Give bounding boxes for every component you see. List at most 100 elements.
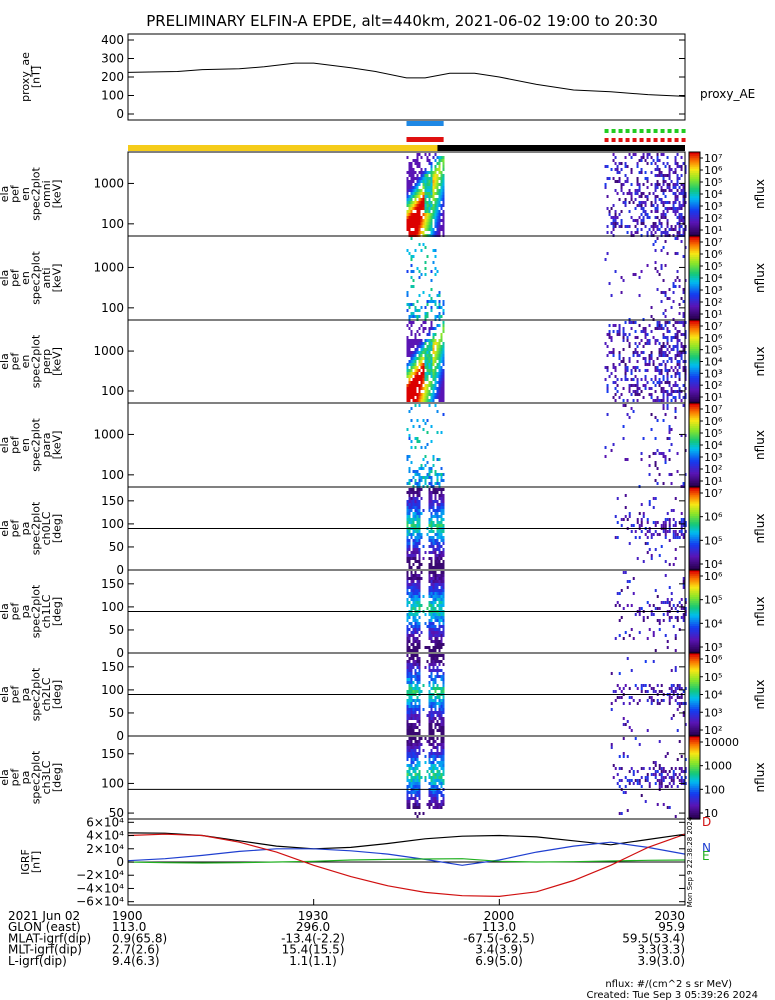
spec-cell xyxy=(634,198,637,201)
colorbar-cell xyxy=(689,164,700,168)
spec-cell xyxy=(654,183,657,186)
spec-cell xyxy=(430,482,433,485)
spec-cell xyxy=(660,225,663,228)
spec-cell xyxy=(656,324,659,327)
spec-cell xyxy=(672,384,675,387)
spec-cell xyxy=(618,333,621,336)
spec-cell xyxy=(666,222,669,225)
spec-cell xyxy=(632,219,635,222)
spec-cell xyxy=(658,764,661,767)
spec-cell xyxy=(406,794,409,797)
spec-cell xyxy=(438,306,441,309)
spec-cell xyxy=(422,419,425,422)
spec-cell xyxy=(414,228,417,231)
spec-cell xyxy=(412,785,415,788)
spec-cell xyxy=(656,204,659,207)
spec-cell xyxy=(428,360,431,363)
colorbar-cell xyxy=(689,679,700,683)
spec-cell xyxy=(416,506,419,509)
colorbar-cell xyxy=(689,526,700,530)
spec-cell xyxy=(424,210,427,213)
spec-cell xyxy=(676,363,679,366)
spec-cell xyxy=(614,690,617,693)
spec-cell xyxy=(680,755,683,758)
spec-cell xyxy=(426,770,429,773)
spec-cell xyxy=(682,321,685,324)
spec-cell xyxy=(424,399,427,402)
colorbar-cell xyxy=(689,265,700,269)
spec-cell xyxy=(604,183,607,186)
colorbar-tick-label: 10⁶ xyxy=(704,415,723,428)
spec-cell xyxy=(652,497,655,500)
spec-cell xyxy=(670,348,673,351)
spec-cell xyxy=(412,643,415,646)
spec-cell xyxy=(666,407,669,410)
spec-cell xyxy=(654,261,657,264)
spec-cell xyxy=(616,592,619,595)
spec-cell xyxy=(652,533,655,536)
spec-cell xyxy=(656,168,659,171)
spec-cell xyxy=(440,306,443,309)
spec-cell xyxy=(420,342,423,345)
spec-cell xyxy=(438,583,441,586)
spec-cell xyxy=(630,384,633,387)
spec-cell xyxy=(634,207,637,210)
spec-cell xyxy=(410,622,413,625)
spec-cell xyxy=(666,613,669,616)
spec-cell xyxy=(436,482,439,485)
spec-cell xyxy=(640,607,643,610)
spec-cell xyxy=(410,303,413,306)
spec-cell xyxy=(416,643,419,646)
spec-cell xyxy=(658,628,661,631)
colorbar-cell xyxy=(689,750,700,754)
spec-cell xyxy=(416,231,419,234)
spec-cell xyxy=(406,571,409,574)
spec-cell xyxy=(408,583,411,586)
spec-cell xyxy=(628,210,631,213)
spec-cell xyxy=(414,551,417,554)
spec-cell xyxy=(654,342,657,345)
spec-cell xyxy=(412,174,415,177)
spec-cell xyxy=(414,503,417,506)
spec-cell xyxy=(422,177,425,180)
spec-cell xyxy=(676,684,679,687)
spec-cell xyxy=(668,604,671,607)
spec-cell xyxy=(416,225,419,228)
spec-cell xyxy=(680,345,683,348)
spec-cell xyxy=(668,776,671,779)
spec-cell xyxy=(682,702,685,705)
spec-cell xyxy=(664,634,667,637)
spec-cell xyxy=(644,660,647,663)
spec-cell xyxy=(416,666,419,669)
spec-cell xyxy=(428,204,431,207)
spec-cell xyxy=(430,207,433,210)
spec-cell xyxy=(440,654,443,657)
spec-cell xyxy=(408,803,411,806)
spec-cell xyxy=(650,306,653,309)
spec-cell xyxy=(438,711,441,714)
spec-cell xyxy=(432,660,435,663)
spec-cell xyxy=(654,607,657,610)
ylabel-line: pa xyxy=(19,771,32,785)
spec-cell xyxy=(620,589,623,592)
spec-cell xyxy=(644,201,647,204)
spec-cell xyxy=(670,690,673,693)
spec-cell xyxy=(684,225,687,228)
spec-cell xyxy=(670,592,673,595)
spec-cell xyxy=(428,192,431,195)
spec-cell xyxy=(676,729,679,732)
spec-cell xyxy=(654,649,657,652)
spec-cell xyxy=(430,631,433,634)
spec-cell xyxy=(436,210,439,213)
spec-cell xyxy=(422,399,425,402)
spec-cell xyxy=(432,521,435,524)
spec-cell xyxy=(650,393,653,396)
colorbar-tick-label: 10⁶ xyxy=(704,653,723,666)
spec-cell xyxy=(430,589,433,592)
spec-cell xyxy=(640,204,643,207)
units-note: nflux: #/(cm^2 s sr MeV) xyxy=(605,979,732,990)
spec-cell xyxy=(412,351,415,354)
colorbar-tick-label: 10⁴ xyxy=(704,689,723,702)
spec-cell xyxy=(648,153,651,156)
spec-cell xyxy=(420,351,423,354)
